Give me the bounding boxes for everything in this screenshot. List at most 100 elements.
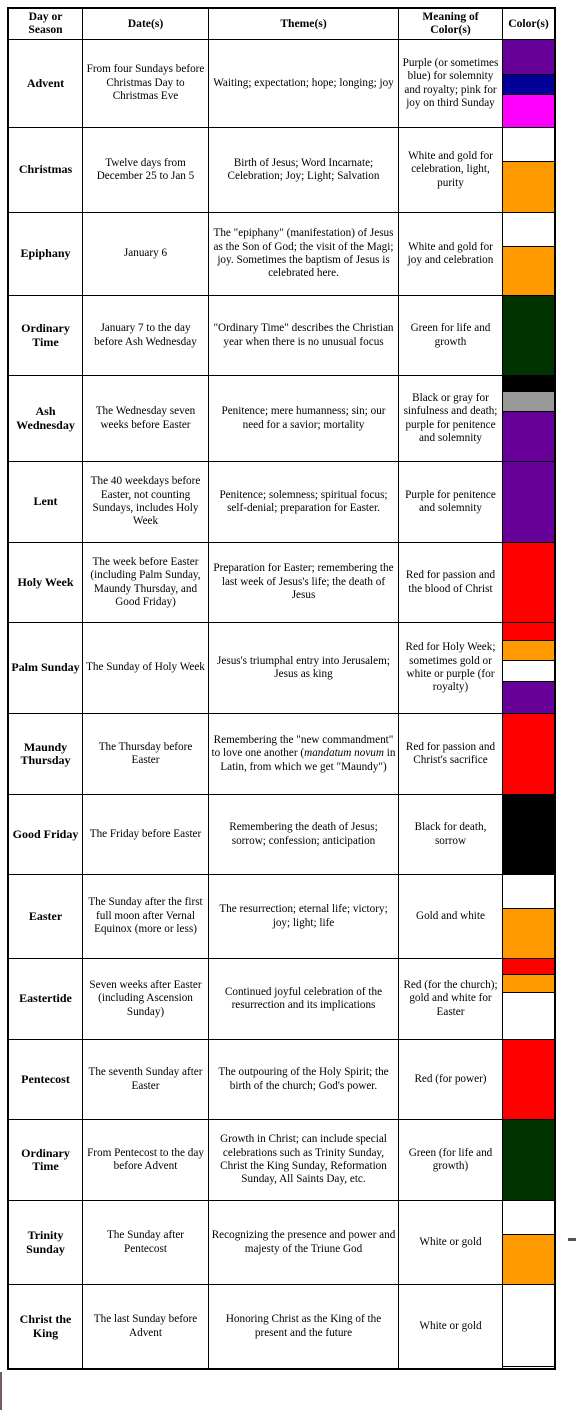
meaning-of-colors-cell: Red for passion and the blood of Christ	[399, 543, 503, 623]
liturgical-calendar-table: Day or Season Date(s) Theme(s) Meaning o…	[7, 7, 556, 1370]
dates-cell: The last Sunday before Advent	[83, 1285, 209, 1368]
meaning-of-colors-cell: White and gold for joy and celebration	[399, 213, 503, 296]
meaning-of-colors-cell: Red (for power)	[399, 1040, 503, 1120]
themes-cell: Continued joyful celebration of the resu…	[209, 959, 399, 1040]
dates-cell: January 7 to the day before Ash Wednesda…	[83, 296, 209, 376]
table-row: Christmas Twelve days from December 25 to…	[9, 128, 554, 213]
dates-cell: The Friday before Easter	[83, 795, 209, 875]
themes-cell: The "epiphany" (manifestation) of Jesus …	[209, 213, 399, 296]
color-swatch	[503, 162, 554, 212]
dates-cell: Twelve days from December 25 to Jan 5	[83, 128, 209, 213]
color-swatch	[503, 40, 554, 75]
meaning-of-colors-cell: Red for Holy Week; sometimes gold or whi…	[399, 623, 503, 714]
dates-cell: The week before Easter (including Palm S…	[83, 543, 209, 623]
dates-cell: January 6	[83, 213, 209, 296]
day-or-season-cell: Holy Week	[9, 543, 83, 623]
dates-cell: The seventh Sunday after Easter	[83, 1040, 209, 1120]
day-or-season-cell: Trinity Sunday	[9, 1201, 83, 1285]
dates-cell: The Thursday before Easter	[83, 714, 209, 795]
color-swatches-cell	[503, 1201, 554, 1285]
color-swatch	[503, 875, 554, 910]
day-or-season-cell: Eastertide	[9, 959, 83, 1040]
table-row: Ash Wednesday The Wednesday seven weeks b…	[9, 376, 554, 462]
color-swatch	[503, 795, 554, 874]
table-row: Lent The 40 weekdays before Easter, not c…	[9, 462, 554, 543]
dates-cell: Seven weeks after Easter (including Asce…	[83, 959, 209, 1040]
color-swatch	[503, 94, 554, 127]
color-swatch	[503, 975, 554, 994]
table-row: Ordinary Time January 7 to the day before…	[9, 296, 554, 376]
color-swatches-cell	[503, 623, 554, 714]
themes-cell: Penitence; solemness; spiritual focus; s…	[209, 462, 399, 543]
color-swatches-cell	[503, 543, 554, 623]
day-or-season-cell: Epiphany	[9, 213, 83, 296]
table-row: Trinity Sunday The Sunday after Pentecost…	[9, 1201, 554, 1285]
themes-cell: Waiting; expectation; hope; longing; joy	[209, 40, 399, 128]
color-swatch	[503, 376, 554, 393]
themes-cell: Birth of Jesus; Word Incarnate; Celebrat…	[209, 128, 399, 213]
day-or-season-cell: Advent	[9, 40, 83, 128]
dates-cell: The 40 weekdays before Easter, not count…	[83, 462, 209, 543]
table-row: Advent From four Sundays before Christmas…	[9, 40, 554, 128]
color-swatch	[503, 1285, 554, 1367]
color-swatches-cell	[503, 296, 554, 376]
color-swatches-cell	[503, 1040, 554, 1120]
color-swatch	[503, 714, 554, 794]
meaning-of-colors-cell: Purple (or sometimes blue) for solemnity…	[399, 40, 503, 128]
table-row: Good Friday The Friday before Easter Remem…	[9, 795, 554, 875]
header-themes: Theme(s)	[209, 9, 399, 40]
dates-cell: The Sunday after Pentecost	[83, 1201, 209, 1285]
meaning-of-colors-cell: Green (for life and growth)	[399, 1120, 503, 1201]
meaning-of-colors-cell: Black for death, sorrow	[399, 795, 503, 875]
color-swatch	[503, 411, 554, 461]
color-swatch	[503, 993, 554, 1039]
edge-mark-left	[0, 1372, 2, 1410]
table-row: Pentecost The seventh Sunday after Easter…	[9, 1040, 554, 1120]
color-swatch	[503, 462, 554, 542]
color-swatch	[503, 543, 554, 622]
dates-cell: From four Sundays before Christmas Day t…	[83, 40, 209, 128]
themes-cell: Penitence; mere humanness; sin; our need…	[209, 376, 399, 462]
meaning-of-colors-cell: Gold and white	[399, 875, 503, 959]
header-meaning-of-colors: Meaning of Color(s)	[399, 9, 503, 40]
color-swatches-cell	[503, 1285, 554, 1368]
table-row: Holy Week The week before Easter (includi…	[9, 543, 554, 623]
day-or-season-cell: Ash Wednesday	[9, 376, 83, 462]
color-swatch	[503, 74, 554, 95]
table-row: Maundy Thursday The Thursday before Easte…	[9, 714, 554, 795]
theme-text-part: Remembering the "new commandment" to lov…	[211, 733, 394, 760]
theme-latin-phrase: mandatum novum	[304, 747, 384, 760]
dates-cell: The Wednesday seven weeks before Easter	[83, 376, 209, 462]
dates-cell: From Pentecost to the day before Advent	[83, 1120, 209, 1201]
themes-cell: Recognizing the presence and power and m…	[209, 1201, 399, 1285]
color-swatch	[503, 682, 554, 713]
color-swatches-cell	[503, 1120, 554, 1201]
color-swatch	[503, 128, 554, 163]
table-row: Ordinary Time From Pentecost to the day b…	[9, 1120, 554, 1201]
theme-text: Remembering the "new commandment" to lov…	[211, 734, 396, 774]
day-or-season-cell: Christ the King	[9, 1285, 83, 1368]
meaning-of-colors-cell: Red (for the church); gold and white for…	[399, 959, 503, 1040]
dates-cell: The Sunday of Holy Week	[83, 623, 209, 714]
color-swatches-cell	[503, 462, 554, 543]
color-swatch	[503, 1235, 554, 1284]
header-day-or-season: Day or Season	[9, 9, 83, 40]
day-or-season-cell: Good Friday	[9, 795, 83, 875]
meaning-of-colors-cell: Black or gray for sinfulness and death; …	[399, 376, 503, 462]
meaning-of-colors-cell: White or gold	[399, 1201, 503, 1285]
table-row: Christ the King The last Sunday before Ad…	[9, 1285, 554, 1368]
day-or-season-cell: Christmas	[9, 128, 83, 213]
color-swatch	[503, 392, 554, 412]
table-row: Easter The Sunday after the first full mo…	[9, 875, 554, 959]
theme-text-part: in Latin, from which we get "Maundy")	[220, 747, 396, 773]
meaning-of-colors-cell: Green for life and growth	[399, 296, 503, 376]
color-swatches-cell	[503, 875, 554, 959]
meaning-of-colors-cell: Purple for penitence and solemnity	[399, 462, 503, 543]
day-or-season-cell: Maundy Thursday	[9, 714, 83, 795]
themes-cell: Preparation for Easter; remembering the …	[209, 543, 399, 623]
color-swatches-cell	[503, 795, 554, 875]
color-swatch	[503, 660, 554, 683]
color-swatches-cell	[503, 376, 554, 462]
color-swatches-cell	[503, 128, 554, 213]
color-swatch	[503, 909, 554, 958]
